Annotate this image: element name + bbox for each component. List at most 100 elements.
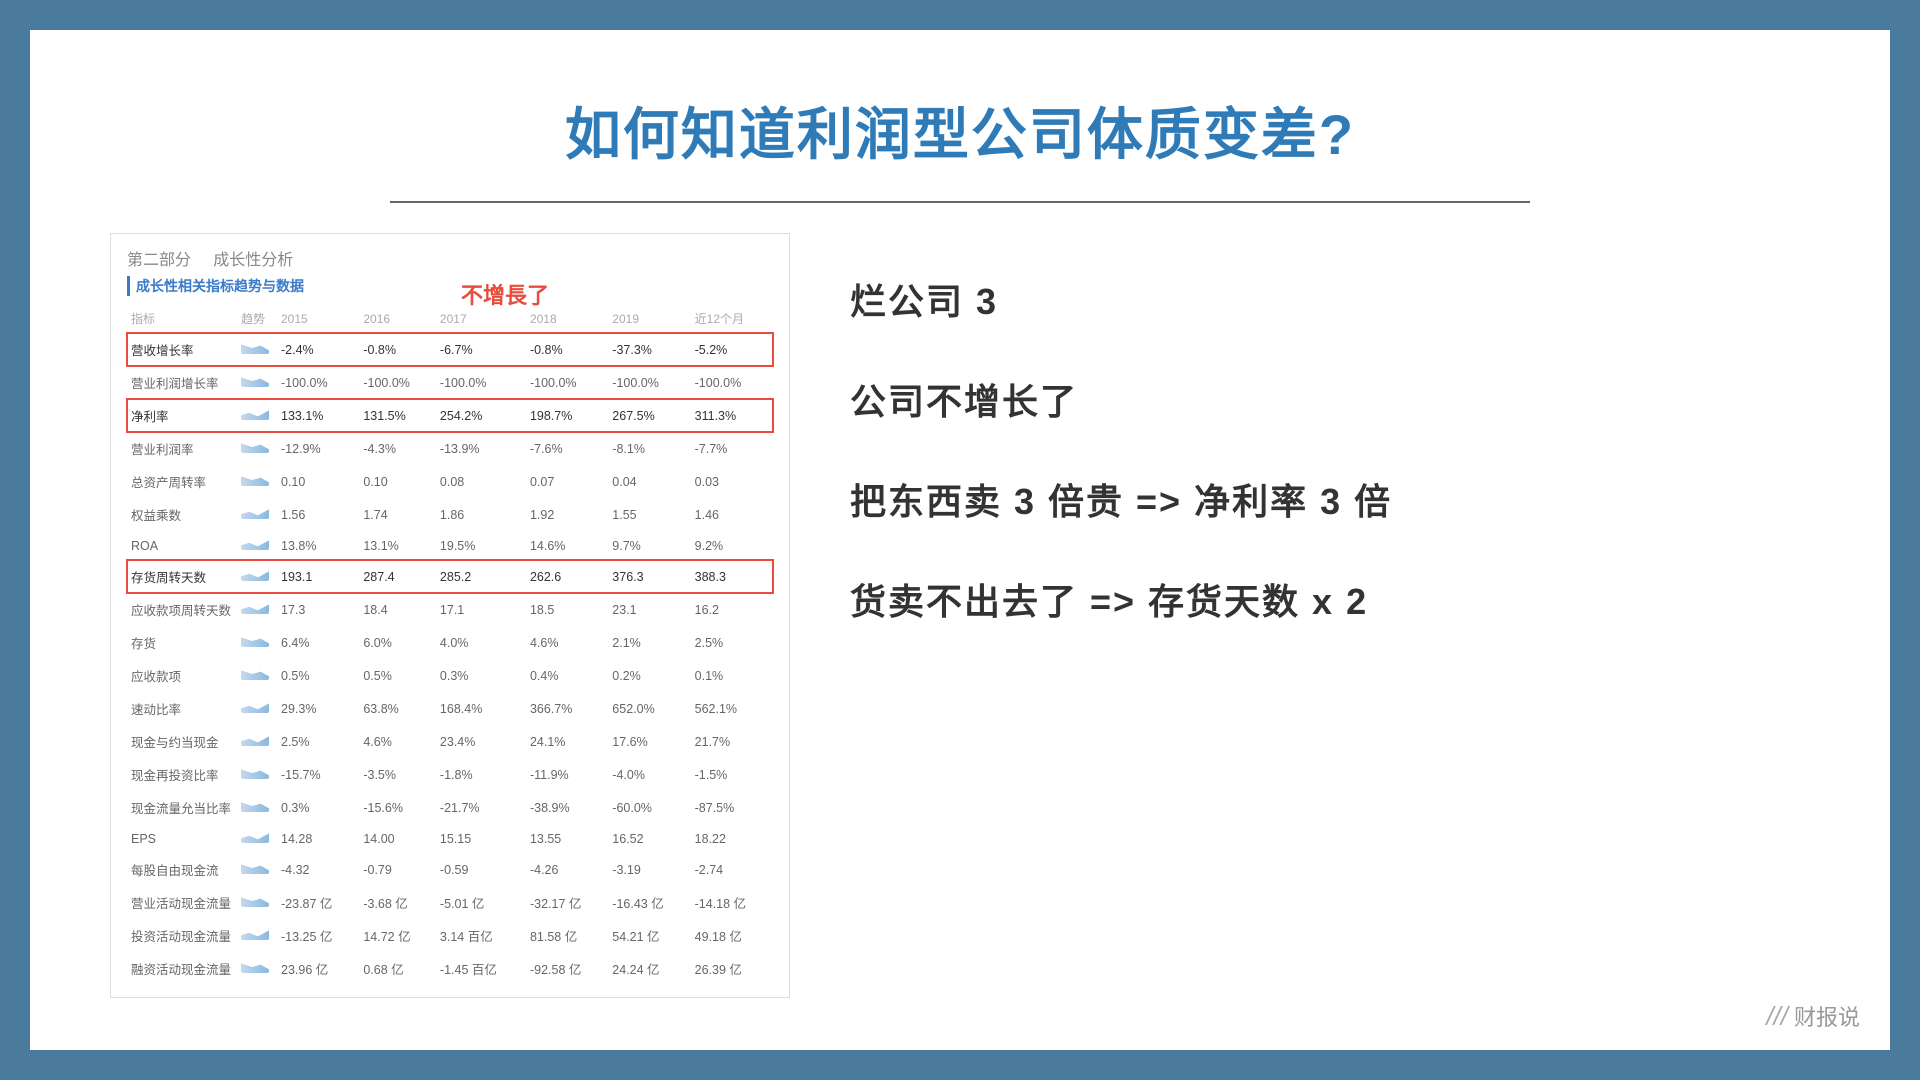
table-cell: 376.3 [608,560,690,593]
table-row: 应收款项0.5%0.5%0.3%0.4%0.2%0.1% [127,659,773,692]
row-label: 现金流量允当比率 [127,791,237,824]
table-cell: -38.9% [526,791,608,824]
table-cell: 24.1% [526,725,608,758]
table-cell: 6.4% [277,626,359,659]
table-cell: 9.7% [608,531,690,560]
panel-header-suffix: 成长性分析 [213,252,293,269]
table-row: 净利率133.1%131.5%254.2%198.7%267.5%311.3% [127,399,773,432]
table-cell: -0.8% [526,333,608,366]
table-cell: 29.3% [277,692,359,725]
table-cell: -2.4% [277,333,359,366]
table-row: 营收增长率-2.4%-0.8%-6.7%-0.8%-37.3%-5.2% [127,333,773,366]
table-cell: -37.3% [608,333,690,366]
row-label: 总资产周转率 [127,465,237,498]
table-cell: 15.15 [436,824,526,853]
row-label: 速动比率 [127,692,237,725]
table-cell: -100.0% [277,366,359,399]
table-cell: 1.46 [691,498,773,531]
table-cell: 14.00 [359,824,436,853]
table-column-header: 2019 [608,304,690,333]
bullet-item: 把东西卖 3 倍贵 => 净利率 3 倍 [850,473,1810,525]
logo-text: 财报说 [1794,1000,1860,1032]
table-cell: 17.3 [277,593,359,626]
table-cell: 23.96 亿 [277,952,359,985]
table-cell: 0.68 亿 [359,952,436,985]
panel-header: 第二部分 成长性分析 [127,246,773,270]
table-row: 存货6.4%6.0%4.0%4.6%2.1%2.5% [127,626,773,659]
table-cell: 9.2% [691,531,773,560]
table-row: 应收款项周转天数17.318.417.118.523.116.2 [127,593,773,626]
table-cell: 0.07 [526,465,608,498]
table-cell: -11.9% [526,758,608,791]
table-cell: -3.5% [359,758,436,791]
table-row: 营业活动现金流量-23.87 亿-3.68 亿-5.01 亿-32.17 亿-1… [127,886,773,919]
trend-cell [237,366,277,399]
trend-cell [237,399,277,432]
table-cell: 21.7% [691,725,773,758]
table-cell: -7.6% [526,432,608,465]
row-label: 存货 [127,626,237,659]
sparkline-icon [241,375,269,387]
table-cell: -14.18 亿 [691,886,773,919]
table-cell: 14.6% [526,531,608,560]
table-cell: -1.45 百亿 [436,952,526,985]
table-cell: -2.74 [691,853,773,886]
table-cell: 0.03 [691,465,773,498]
table-row: 营业利润增长率-100.0%-100.0%-100.0%-100.0%-100.… [127,366,773,399]
table-row: 投资活动现金流量-13.25 亿14.72 亿3.14 百亿81.58 亿54.… [127,919,773,952]
table-cell: -0.59 [436,853,526,886]
table-cell: 1.92 [526,498,608,531]
sparkline-icon [241,831,269,843]
bullets-area: 烂公司 3公司不增长了把东西卖 3 倍贵 => 净利率 3 倍货卖不出去了 =>… [850,233,1810,998]
trend-cell [237,498,277,531]
table-cell: 81.58 亿 [526,919,608,952]
table-row: 现金与约当现金2.5%4.6%23.4%24.1%17.6%21.7% [127,725,773,758]
row-label: 存货周转天数 [127,560,237,593]
row-label: 应收款项周转天数 [127,593,237,626]
sparkline-icon [241,767,269,779]
table-row: 速动比率29.3%63.8%168.4%366.7%652.0%562.1% [127,692,773,725]
table-cell: 262.6 [526,560,608,593]
growth-table: 指标趋势20152016201720182019近12个月 营收增长率-2.4%… [127,304,773,985]
table-cell: -13.9% [436,432,526,465]
table-cell: 14.28 [277,824,359,853]
brand-logo: /// 财报说 [1766,1000,1860,1032]
table-cell: 23.1 [608,593,690,626]
table-row: 权益乘数1.561.741.861.921.551.46 [127,498,773,531]
table-cell: 168.4% [436,692,526,725]
table-cell: 0.1% [691,659,773,692]
table-cell: 0.4% [526,659,608,692]
table-cell: 63.8% [359,692,436,725]
row-label: 权益乘数 [127,498,237,531]
table-row: 现金流量允当比率0.3%-15.6%-21.7%-38.9%-60.0%-87.… [127,791,773,824]
row-label: 投资活动现金流量 [127,919,237,952]
table-cell: -4.3% [359,432,436,465]
table-cell: -100.0% [436,366,526,399]
table-row: 总资产周转率0.100.100.080.070.040.03 [127,465,773,498]
trend-cell [237,465,277,498]
table-cell: 3.14 百亿 [436,919,526,952]
sparkline-icon [241,800,269,812]
bullet-item: 货卖不出去了 => 存货天数 x 2 [850,573,1810,625]
table-cell: -0.79 [359,853,436,886]
table-cell: -7.7% [691,432,773,465]
table-cell: -4.0% [608,758,690,791]
sparkline-icon [241,507,269,519]
sparkline-icon [241,569,269,581]
table-cell: 0.10 [359,465,436,498]
table-cell: 14.72 亿 [359,919,436,952]
table-cell: 49.18 亿 [691,919,773,952]
table-cell: -4.26 [526,853,608,886]
table-body: 营收增长率-2.4%-0.8%-6.7%-0.8%-37.3%-5.2%营业利润… [127,333,773,985]
table-cell: 13.8% [277,531,359,560]
table-row: 营业利润率-12.9%-4.3%-13.9%-7.6%-8.1%-7.7% [127,432,773,465]
content-area: 第二部分 成长性分析 成长性相关指标趋势与数据 不增長了 指标趋势2015201… [30,203,1890,998]
sparkline-icon [241,734,269,746]
table-cell: -100.0% [691,366,773,399]
table-cell: 254.2% [436,399,526,432]
table-cell: -13.25 亿 [277,919,359,952]
table-row: 存货周转天数193.1287.4285.2262.6376.3388.3 [127,560,773,593]
sparkline-icon [241,441,269,453]
trend-cell [237,758,277,791]
table-cell: 1.74 [359,498,436,531]
